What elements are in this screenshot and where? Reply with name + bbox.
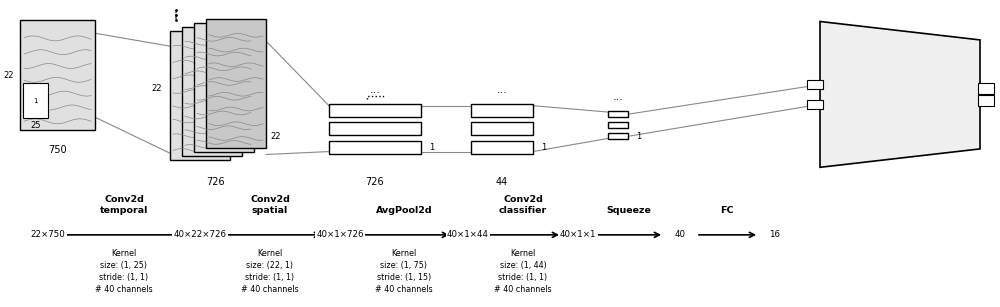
Text: 726: 726 [206, 177, 224, 187]
Text: 25: 25 [30, 121, 41, 130]
Text: Kernel
size: (1, 25)
stride: (1, 1)
# 40 channels: Kernel size: (1, 25) stride: (1, 1) # 40… [95, 249, 153, 294]
Text: ...: ... [613, 92, 623, 102]
Bar [194, 23, 254, 152]
Bar [329, 122, 421, 135]
Text: Squeeze: Squeeze [607, 206, 651, 215]
Text: Kernel
size: (1, 44)
stride: (1, 1)
# 40 channels: Kernel size: (1, 44) stride: (1, 1) # 40… [494, 249, 552, 294]
Bar [23, 83, 48, 118]
Bar [978, 83, 994, 94]
Bar [807, 80, 823, 89]
Text: Conv2d
temporal: Conv2d temporal [100, 196, 148, 215]
Text: 726: 726 [366, 177, 384, 188]
Text: ...: ... [370, 84, 380, 95]
Bar [329, 141, 421, 154]
Text: AvgPool2d: AvgPool2d [376, 206, 432, 215]
Text: 22×750: 22×750 [31, 230, 65, 239]
Bar [206, 19, 266, 148]
Bar [807, 100, 823, 109]
Text: Conv2d
spatial: Conv2d spatial [250, 196, 290, 215]
Text: 1: 1 [33, 98, 38, 103]
Text: ...: ... [497, 84, 507, 95]
Text: 44: 44 [496, 177, 508, 188]
Text: FC: FC [720, 206, 734, 215]
Bar [608, 122, 628, 128]
Text: 22: 22 [270, 132, 280, 141]
Bar [608, 133, 628, 139]
Bar [182, 27, 242, 156]
Bar [329, 104, 421, 117]
Text: Kernel
size: (1, 75)
stride: (1, 15)
# 40 channels: Kernel size: (1, 75) stride: (1, 15) # 4… [375, 249, 433, 294]
Bar [20, 20, 95, 130]
Bar [608, 111, 628, 117]
Text: 40×1×726: 40×1×726 [316, 230, 364, 239]
Text: 40×22×726: 40×22×726 [174, 230, 226, 239]
Bar [471, 122, 533, 135]
Text: 22: 22 [152, 84, 162, 93]
Bar [471, 104, 533, 117]
Bar [471, 141, 533, 154]
Text: 1: 1 [429, 142, 434, 152]
Bar [978, 95, 994, 106]
Bar [170, 31, 230, 160]
Text: 22: 22 [4, 71, 14, 80]
Text: Kernel
size: (22, 1)
stride: (1, 1)
# 40 channels: Kernel size: (22, 1) stride: (1, 1) # 40… [241, 249, 299, 294]
Text: 40×1×44: 40×1×44 [447, 230, 489, 239]
Text: 750: 750 [48, 145, 67, 155]
Text: 16: 16 [770, 230, 780, 239]
Text: 1: 1 [541, 142, 546, 152]
Polygon shape [820, 21, 980, 167]
Text: 40×1×1: 40×1×1 [560, 230, 596, 239]
Text: 1: 1 [636, 132, 641, 141]
Text: 40: 40 [674, 230, 686, 239]
Text: Conv2d
classifier: Conv2d classifier [499, 196, 547, 215]
